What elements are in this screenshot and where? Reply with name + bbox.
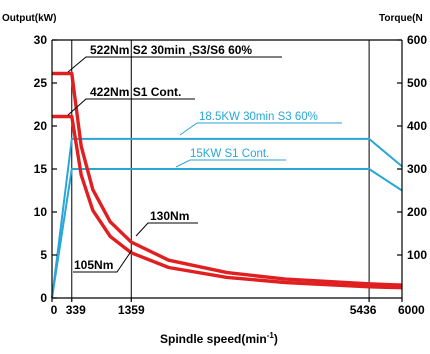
leader-line-130nm xyxy=(135,222,198,237)
series-layer xyxy=(51,71,403,299)
annotation-422nm: 422Nm S1 Cont. xyxy=(90,85,181,99)
x-tick-label-339: 339 xyxy=(66,303,86,317)
leader-line-522nm xyxy=(67,56,282,73)
x-tick-label-1359: 1359 xyxy=(118,303,145,317)
y-right-tick-label-500: 500 xyxy=(407,76,427,90)
x-tick-label-6000: 6000 xyxy=(398,303,425,317)
y-left-ticks: 0 5 10 15 20 25 30 xyxy=(34,33,57,305)
annotation-522nm: 522Nm S2 30min ,S3/S6 60% xyxy=(90,43,252,57)
y-left-tick-label-30: 30 xyxy=(34,33,48,47)
y-left-tick-label-0: 0 xyxy=(40,291,47,305)
x-tick-label-5436: 5436 xyxy=(350,303,377,317)
series-line-1 xyxy=(51,168,403,299)
y-left-tick-label-15: 15 xyxy=(34,162,48,176)
leader-line-105nm xyxy=(73,249,133,273)
y-left-tick-label-5: 5 xyxy=(40,248,47,262)
y-left-axis-title: Output(kW) xyxy=(2,13,56,24)
leader-line-18-5kw xyxy=(179,122,342,136)
y-left-tick-label-10: 10 xyxy=(34,205,48,219)
x-tick-label-0: 0 xyxy=(51,303,58,317)
y-right-axis-title: Torque(N xyxy=(379,13,423,24)
x-ticks: 0 339 1359 5436 6000 xyxy=(51,298,425,317)
series-line-2 xyxy=(52,71,403,287)
y-right-tick-label-600: 600 xyxy=(407,33,427,47)
series-line-3 xyxy=(52,114,403,290)
leader-line-422nm xyxy=(67,98,195,116)
annotation-130nm: 130Nm xyxy=(150,209,189,223)
annotation-18-5kw: 18.5KW 30min S3 60% xyxy=(199,111,318,123)
y-right-tick-label-300: 300 xyxy=(407,162,427,176)
leader-line-15kw xyxy=(175,159,286,168)
annotation-105nm: 105Nm xyxy=(74,258,113,272)
series-line-0 xyxy=(51,137,403,299)
annotation-15kw: 15KW S1 Cont. xyxy=(190,148,269,160)
y-left-tick-label-25: 25 xyxy=(34,76,48,90)
y-right-tick-label-200: 200 xyxy=(407,205,427,219)
y-right-tick-label-400: 400 xyxy=(407,119,427,133)
y-right-tick-label-100: 100 xyxy=(407,248,427,262)
y-right-ticks: 100 200 300 400 500 600 xyxy=(397,33,427,262)
y-left-tick-label-20: 20 xyxy=(34,119,48,133)
x-axis-title: Spindle speed(min-1) xyxy=(160,331,278,346)
annotations: 522Nm S2 30min ,S3/S6 60% 422Nm S1 Cont.… xyxy=(67,43,342,273)
